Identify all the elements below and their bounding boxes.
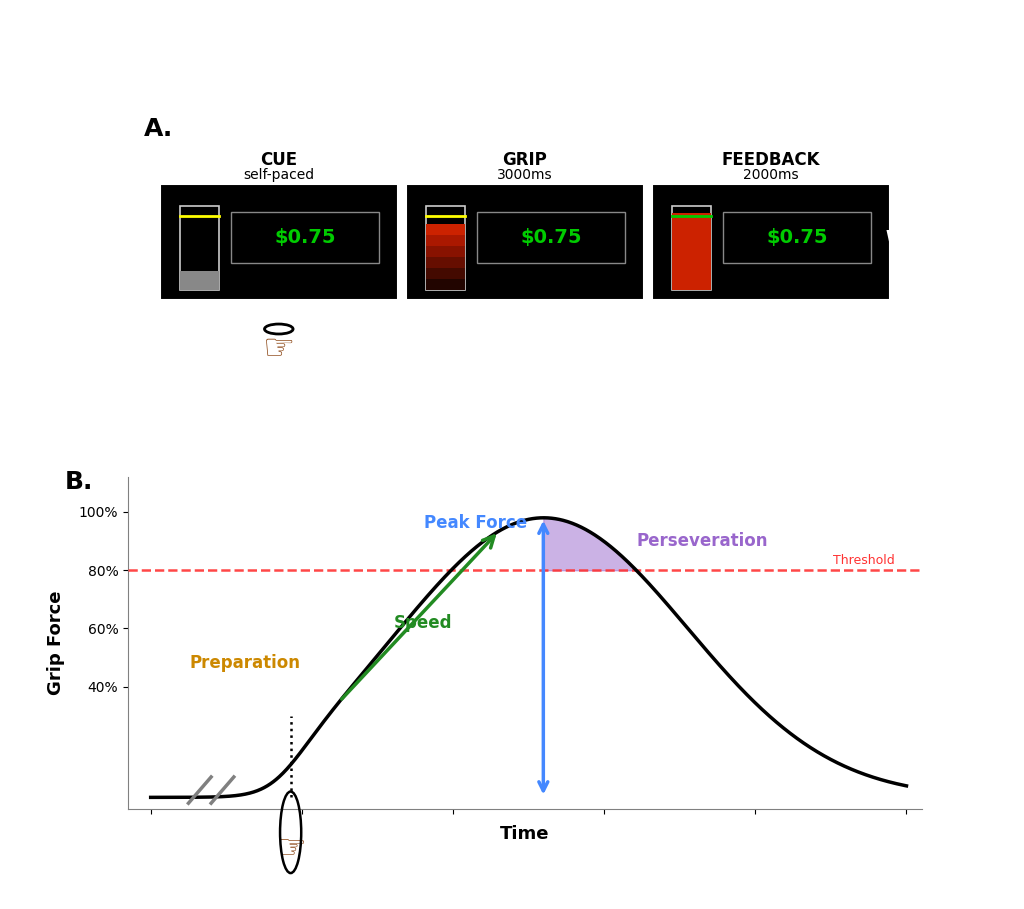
Text: Perseveration: Perseveration	[637, 532, 768, 550]
Bar	[426, 205, 465, 289]
Bar	[426, 235, 465, 246]
Bar	[723, 212, 870, 263]
Text: $0.75: $0.75	[520, 228, 582, 246]
Bar	[231, 212, 379, 263]
Text: B.: B.	[65, 470, 93, 494]
Bar	[426, 268, 465, 279]
Text: ☞: ☞	[275, 832, 305, 864]
Text: self-paced: self-paced	[244, 167, 314, 182]
Text: ☞: ☞	[262, 332, 295, 365]
Bar	[426, 225, 465, 235]
Text: CUE: CUE	[260, 151, 297, 168]
Text: Peak Force: Peak Force	[424, 514, 527, 533]
Bar	[426, 246, 465, 257]
Y-axis label: Grip Force: Grip Force	[47, 591, 65, 695]
Bar	[406, 184, 644, 300]
Text: 3000ms: 3000ms	[497, 167, 553, 182]
Text: 2000ms: 2000ms	[743, 167, 799, 182]
Text: Win: Win	[885, 230, 918, 245]
Bar	[160, 184, 398, 300]
Text: Speed: Speed	[393, 614, 452, 632]
Text: $0.75: $0.75	[274, 228, 336, 246]
Text: GRIP: GRIP	[503, 151, 547, 168]
Text: $0.75: $0.75	[766, 228, 827, 246]
Text: Preparation: Preparation	[189, 654, 301, 673]
Bar	[179, 271, 219, 289]
Text: A.: A.	[143, 117, 173, 142]
Bar	[179, 205, 219, 289]
Bar	[426, 279, 465, 289]
Text: FEEDBACK: FEEDBACK	[722, 151, 820, 168]
Text: Threshold: Threshold	[834, 554, 895, 567]
X-axis label: Time: Time	[500, 825, 550, 843]
Bar	[672, 205, 712, 289]
Bar	[426, 257, 465, 268]
Bar	[477, 212, 625, 263]
Bar	[672, 213, 712, 289]
Bar	[652, 184, 890, 300]
